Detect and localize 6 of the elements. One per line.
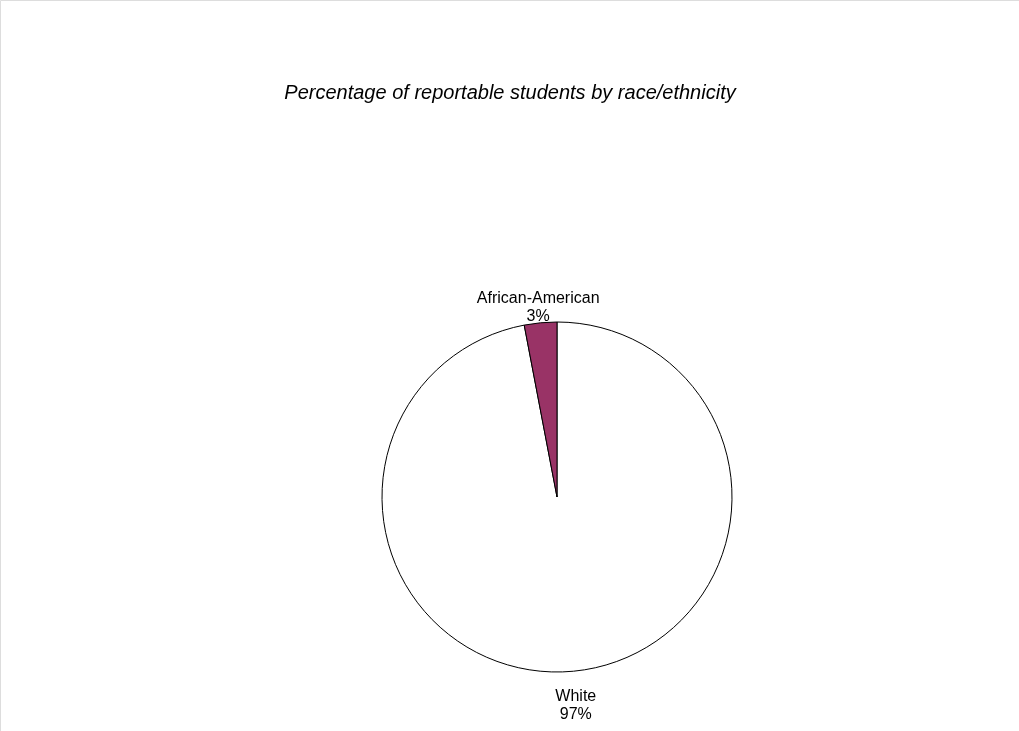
- data-label: 3%: [526, 306, 550, 324]
- data-label: 97%: [559, 705, 592, 723]
- pie-slice: [381, 321, 733, 673]
- chart-title: Percentage of reportable students by race/ethnicity: [284, 81, 737, 103]
- slice-label: African-American: [476, 288, 600, 306]
- slice-label: White: [555, 687, 597, 705]
